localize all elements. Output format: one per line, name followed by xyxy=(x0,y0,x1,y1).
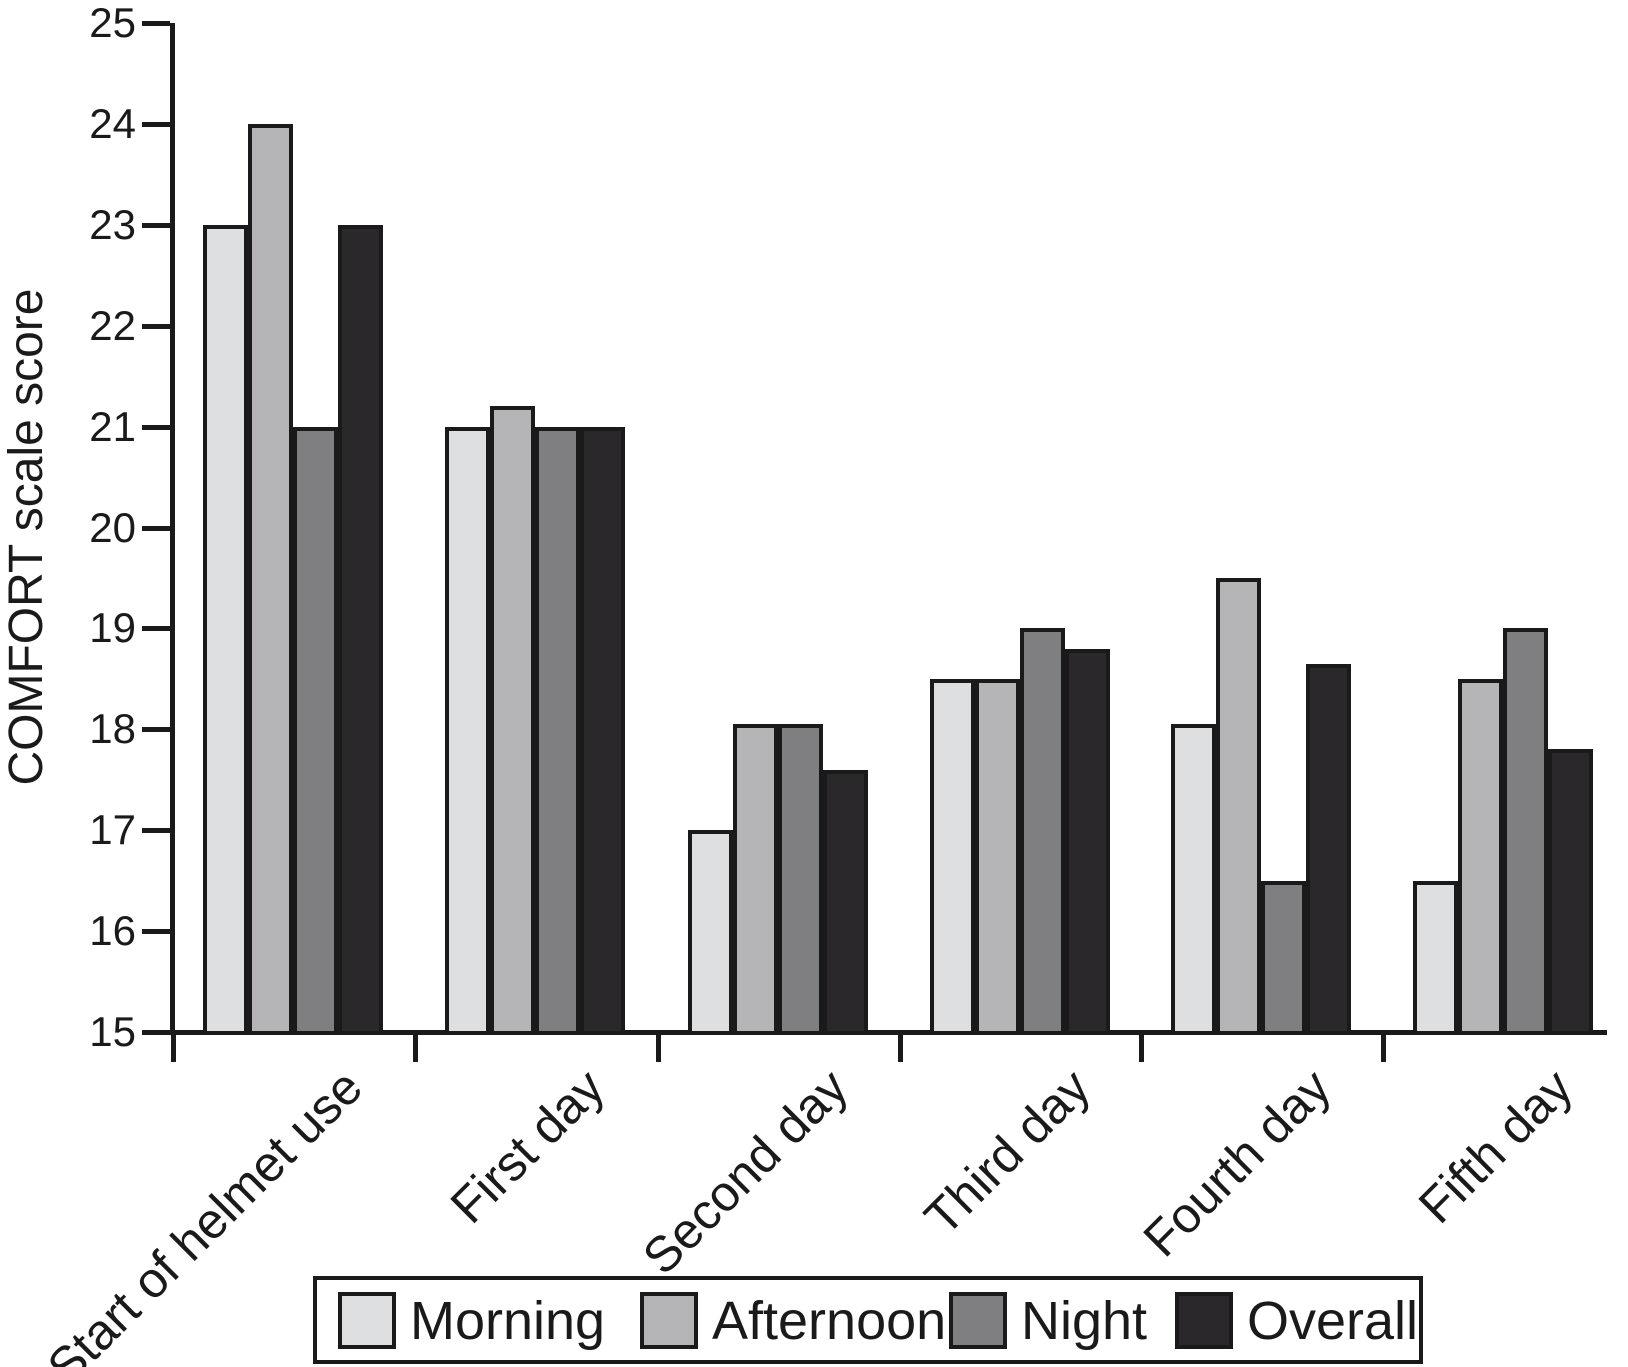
y-tick-label: 15 xyxy=(89,1008,136,1055)
bar xyxy=(688,830,733,1035)
x-axis-line xyxy=(170,1030,1607,1035)
legend-label: Overall xyxy=(1247,1291,1419,1351)
y-tick xyxy=(142,323,170,329)
bar xyxy=(1306,663,1351,1035)
y-tick-label: 16 xyxy=(89,907,136,955)
bar xyxy=(1458,678,1503,1035)
bar xyxy=(1216,577,1261,1035)
bar xyxy=(203,224,248,1035)
y-tick xyxy=(142,1030,170,1035)
x-axis-label: First day xyxy=(440,1058,616,1234)
x-tick xyxy=(1381,1032,1386,1062)
x-tick xyxy=(171,1032,176,1062)
bar xyxy=(975,678,1020,1035)
x-axis-label: Third day xyxy=(913,1058,1101,1246)
legend-label: Afternoon xyxy=(712,1291,947,1351)
bar xyxy=(1065,648,1110,1035)
y-tick-label: 21 xyxy=(89,402,136,450)
x-tick xyxy=(898,1032,903,1062)
y-axis-line xyxy=(170,23,175,1035)
y-tick-label: 22 xyxy=(89,301,136,349)
bar xyxy=(445,426,490,1035)
bar xyxy=(1413,880,1458,1035)
bar xyxy=(338,224,383,1035)
y-tick xyxy=(142,222,170,228)
y-tick-label: 18 xyxy=(89,705,136,753)
bar xyxy=(1171,724,1216,1035)
legend-swatch-night xyxy=(949,1292,1007,1349)
bar xyxy=(823,769,868,1035)
y-tick-label: 25 xyxy=(89,0,136,46)
y-tick xyxy=(142,21,170,26)
bar xyxy=(535,426,580,1035)
x-axis-label: Fifth day xyxy=(1408,1058,1584,1234)
x-tick xyxy=(1139,1032,1144,1062)
legend-swatch-afternoon xyxy=(640,1292,698,1349)
x-tick xyxy=(656,1032,661,1062)
bar xyxy=(1020,628,1065,1035)
bar xyxy=(1503,628,1548,1035)
y-tick xyxy=(142,424,170,430)
bar xyxy=(733,724,778,1035)
legend-swatch-overall xyxy=(1175,1292,1233,1349)
bar xyxy=(1548,749,1593,1035)
y-tick xyxy=(142,929,170,935)
y-tick-label: 23 xyxy=(89,200,136,248)
y-tick xyxy=(142,727,170,733)
y-tick xyxy=(142,121,170,127)
y-tick xyxy=(142,828,170,834)
y-tick-label: 17 xyxy=(89,806,136,854)
x-axis-label: Fourth day xyxy=(1132,1058,1342,1268)
legend-swatch-morning xyxy=(338,1292,396,1349)
y-tick xyxy=(142,626,170,632)
y-tick-label: 19 xyxy=(89,604,136,652)
bar xyxy=(778,724,823,1035)
bar xyxy=(580,426,625,1035)
legend-label: Night xyxy=(1021,1291,1148,1351)
bar xyxy=(1261,880,1306,1035)
x-tick xyxy=(413,1032,418,1062)
y-tick xyxy=(142,525,170,531)
bar xyxy=(248,123,293,1035)
y-tick-label: 24 xyxy=(89,99,136,147)
x-axis-label: Second day xyxy=(631,1058,859,1286)
bar xyxy=(490,406,535,1035)
bar xyxy=(930,678,975,1035)
y-tick-label: 20 xyxy=(89,503,136,551)
legend-label: Morning xyxy=(410,1291,606,1351)
bar xyxy=(293,426,338,1035)
legend: Morning Afternoon Night Overall xyxy=(313,1276,1423,1364)
